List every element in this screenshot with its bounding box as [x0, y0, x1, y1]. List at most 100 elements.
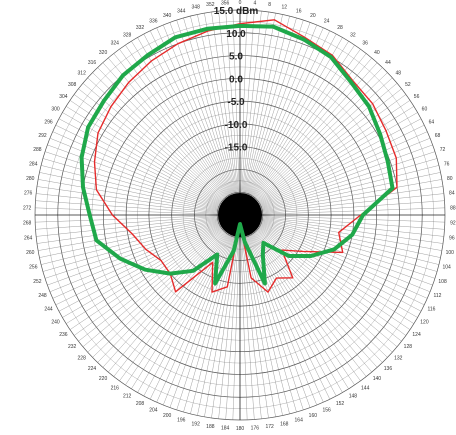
- angle-tick-label: 264: [24, 235, 33, 241]
- grid-spoke: [149, 30, 238, 209]
- angle-tick-label: 296: [44, 120, 53, 126]
- grid-spoke: [35, 215, 234, 223]
- angle-tick-label: 0: [239, 0, 242, 6]
- angle-tick-label: 292: [38, 133, 47, 139]
- grid-spoke: [190, 16, 239, 209]
- series-line-green: [79, 23, 395, 286]
- grid-spoke: [156, 27, 238, 209]
- grid-spoke: [246, 193, 444, 215]
- series-layer: [79, 19, 398, 293]
- angle-tick-label: 280: [26, 176, 35, 182]
- grid-spoke: [44, 151, 234, 214]
- angle-tick-label: 308: [68, 82, 77, 88]
- polar-grid: [34, 9, 446, 421]
- angle-tick-label: 272: [23, 206, 32, 212]
- angle-tick-label: 316: [88, 60, 97, 66]
- grid-spoke: [218, 11, 240, 209]
- grid-spoke: [242, 30, 331, 209]
- grid-spoke: [241, 17, 297, 209]
- angle-tick-label: 184: [221, 425, 230, 431]
- grid-spoke: [44, 216, 234, 279]
- grid-spoke: [232, 221, 240, 420]
- grid-spoke: [245, 218, 422, 312]
- grid-spoke: [102, 219, 236, 368]
- angle-tick-label: 236: [59, 332, 68, 338]
- grid-spoke: [42, 216, 234, 272]
- ring-label: 15.0 dBm: [214, 6, 259, 17]
- angle-tick-label: 336: [149, 18, 158, 24]
- ring-label: 0.0: [229, 74, 243, 85]
- angle-tick-label: 176: [251, 425, 260, 431]
- grid-spoke: [241, 19, 304, 209]
- grid-spoke: [125, 220, 237, 386]
- angle-tick-label: 100: [446, 250, 455, 256]
- angle-tick-label: 216: [111, 385, 120, 391]
- grid-spoke: [246, 207, 445, 215]
- angle-tick-label: 120: [420, 320, 429, 326]
- grid-spoke: [246, 215, 444, 237]
- grid-spoke: [246, 216, 436, 279]
- grid-spoke: [39, 172, 234, 214]
- grid-spoke: [176, 221, 239, 411]
- grid-spoke: [246, 217, 428, 299]
- ring-label: -10.0: [225, 120, 248, 131]
- angle-tick-label: 124: [412, 332, 421, 338]
- grid-spoke: [244, 219, 393, 353]
- grid-spoke: [225, 10, 240, 209]
- angle-tick-label: 4: [253, 1, 256, 7]
- grid-spoke: [246, 215, 444, 244]
- grid-spoke: [113, 53, 236, 210]
- grid-spoke: [245, 94, 406, 212]
- grid-spoke: [242, 22, 311, 209]
- angle-tick-label: 76: [444, 161, 450, 167]
- angle-tick-label: 312: [78, 70, 87, 76]
- angle-tick-label: 240: [51, 320, 60, 326]
- grid-spoke: [82, 83, 235, 211]
- grid-spoke: [246, 216, 442, 251]
- angle-tick-label: 288: [33, 147, 42, 153]
- angle-tick-label: 8: [268, 2, 271, 8]
- grid-spoke: [240, 221, 255, 420]
- grid-spoke: [156, 221, 238, 403]
- grid-spoke: [36, 193, 234, 215]
- grid-spoke: [242, 221, 311, 408]
- grid-spoke: [246, 124, 425, 213]
- angle-tick-label: 200: [163, 413, 172, 419]
- grid-spoke: [243, 37, 343, 210]
- grid-spoke: [74, 94, 235, 212]
- grid-spoke: [240, 10, 248, 209]
- grid-spoke: [131, 220, 237, 389]
- grid-spoke: [240, 11, 262, 209]
- grid-spoke: [66, 106, 235, 212]
- angle-tick-label: 152: [336, 401, 345, 407]
- ring-label: 10.0: [226, 29, 246, 40]
- angle-tick-label: 328: [123, 32, 132, 38]
- grid-spoke: [36, 215, 234, 237]
- grid-spoke: [197, 14, 239, 209]
- angle-tick-label: 96: [449, 235, 455, 241]
- angle-tick-label: 52: [405, 82, 411, 88]
- grid-spoke: [245, 218, 418, 318]
- grid-spoke: [97, 219, 236, 363]
- grid-spoke: [225, 221, 240, 420]
- grid-spoke: [52, 131, 234, 213]
- angle-tick-label: 92: [450, 220, 456, 226]
- angle-tick-label: 104: [443, 265, 452, 271]
- grid-spoke: [240, 10, 255, 209]
- angle-tick-label: 320: [99, 50, 108, 56]
- angle-tick-label: 204: [149, 408, 158, 414]
- grid-spoke: [143, 220, 237, 397]
- grid-spoke: [69, 218, 235, 330]
- grid-spoke: [87, 219, 236, 353]
- grid-spoke: [62, 218, 235, 318]
- grid-spoke: [243, 49, 361, 210]
- grid-spoke: [245, 106, 414, 212]
- angle-tick-label: 140: [373, 376, 382, 382]
- angle-tick-label: 224: [88, 366, 97, 372]
- grid-spoke: [246, 217, 425, 306]
- grid-spoke: [246, 131, 428, 213]
- angle-tick-label: 248: [38, 293, 47, 299]
- grid-spoke: [246, 217, 431, 292]
- angle-tick-label: 228: [78, 356, 87, 362]
- grid-spoke: [119, 220, 237, 381]
